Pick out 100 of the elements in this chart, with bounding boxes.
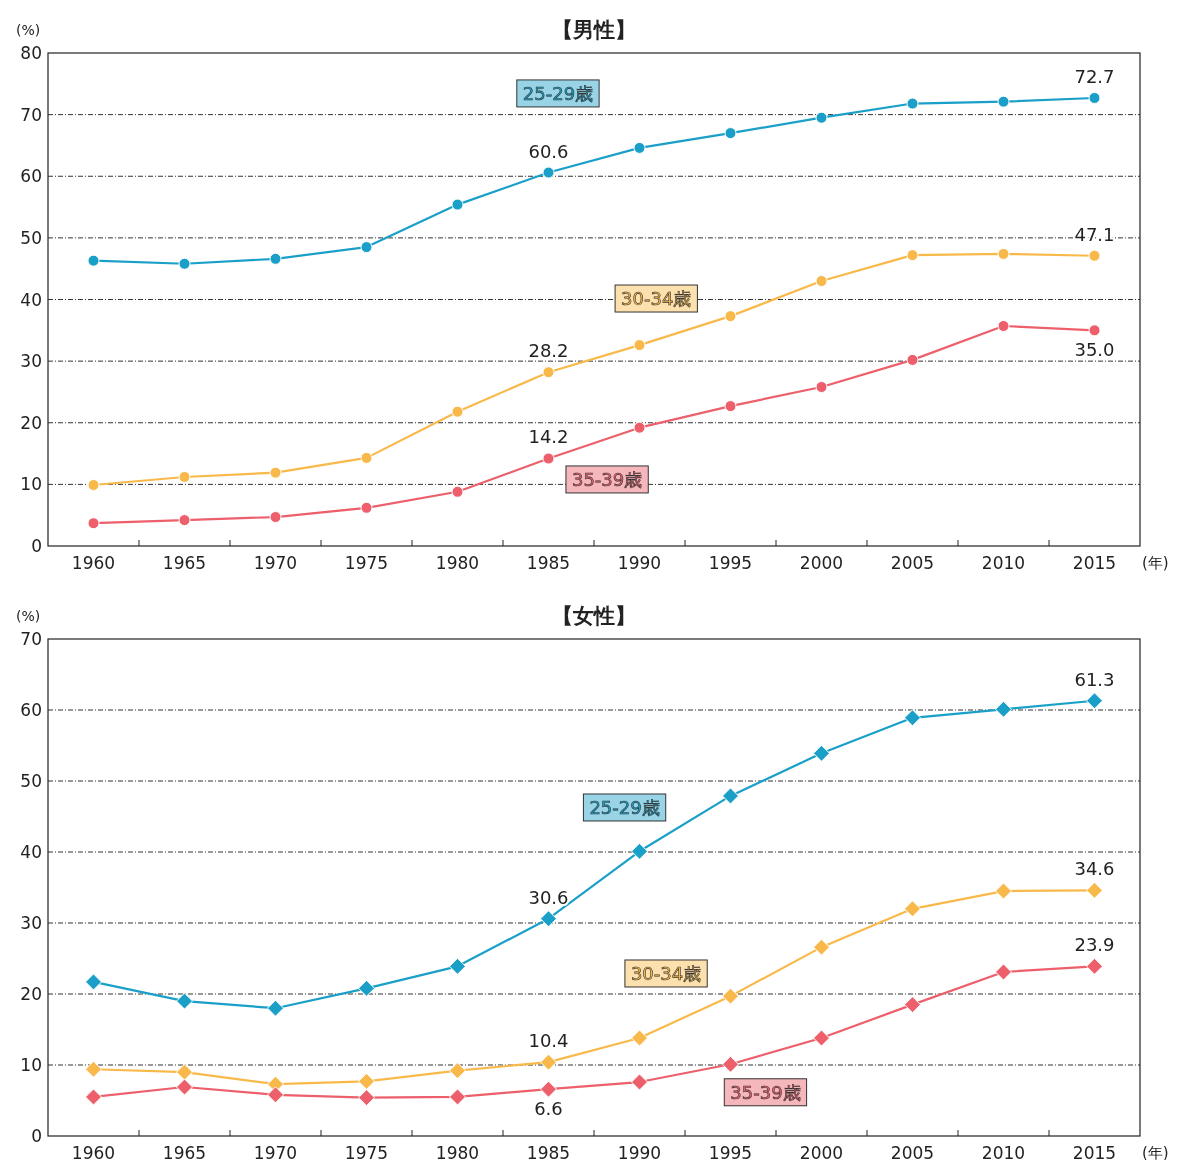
y-tick-label: 0 xyxy=(31,1126,42,1146)
point xyxy=(358,979,375,997)
point xyxy=(995,700,1012,718)
point xyxy=(631,1073,648,1091)
data-label: 72.7 xyxy=(1074,65,1115,87)
y-tick-label: 40 xyxy=(20,289,42,310)
x-tick-label: 1965 xyxy=(162,553,207,573)
point xyxy=(267,1086,284,1104)
y-axis-title: (%) xyxy=(16,608,41,624)
data-label: 14.2 xyxy=(528,426,569,448)
point xyxy=(360,241,373,254)
x-tick-label: 1960 xyxy=(71,553,116,573)
point xyxy=(995,882,1012,900)
point xyxy=(1088,324,1101,337)
point xyxy=(540,910,557,928)
point xyxy=(269,511,282,524)
point xyxy=(904,996,921,1014)
x-tick-label: 1970 xyxy=(253,1143,298,1160)
x-tick-label: 2000 xyxy=(799,1143,844,1160)
point xyxy=(633,421,646,434)
point xyxy=(176,992,193,1010)
point xyxy=(87,478,100,491)
point xyxy=(815,381,828,394)
point xyxy=(906,353,919,366)
point xyxy=(1088,91,1101,104)
point xyxy=(633,141,646,154)
point xyxy=(449,957,466,975)
x-tick-label: 2000 xyxy=(799,553,844,573)
data-label: 60.6 xyxy=(528,140,569,162)
point xyxy=(813,938,830,956)
y-tick-label: 50 xyxy=(20,771,42,791)
point xyxy=(724,400,737,413)
point xyxy=(997,320,1010,332)
x-tick-label: 1990 xyxy=(617,553,662,573)
y-tick-label: 30 xyxy=(20,913,42,933)
point xyxy=(360,501,373,514)
point xyxy=(178,470,191,483)
point xyxy=(906,249,919,262)
x-tick-label: 1985 xyxy=(526,553,571,573)
y-tick-label: 10 xyxy=(20,474,42,495)
y-tick-label: 10 xyxy=(20,1055,42,1075)
point xyxy=(904,709,921,727)
point xyxy=(451,485,464,498)
point xyxy=(904,900,921,918)
point xyxy=(1086,881,1103,899)
x-tick-label: 1980 xyxy=(435,1143,480,1160)
point xyxy=(85,1088,102,1106)
point xyxy=(722,1055,739,1073)
x-tick-label: 2005 xyxy=(890,1143,935,1160)
series-label: 35-39歳 xyxy=(571,468,643,490)
point xyxy=(451,198,464,211)
chart-title: 【女性】 xyxy=(552,604,636,628)
series-label: 25-29歳 xyxy=(589,796,660,818)
point xyxy=(85,973,102,991)
point xyxy=(724,127,737,140)
point xyxy=(269,466,282,479)
point xyxy=(631,1029,648,1047)
point xyxy=(631,842,648,860)
x-tick-label: 1990 xyxy=(617,1143,662,1160)
x-tick-label: 2015 xyxy=(1072,1143,1117,1160)
point xyxy=(724,310,737,323)
point xyxy=(815,275,828,288)
series-label: 35-39歳 xyxy=(730,1081,801,1103)
point xyxy=(1086,957,1103,975)
x-tick-label: 1975 xyxy=(344,553,389,573)
data-label: 34.6 xyxy=(1074,858,1115,880)
x-axis-title: (年) xyxy=(1142,554,1169,572)
point xyxy=(906,97,919,110)
y-tick-label: 70 xyxy=(20,104,42,125)
point xyxy=(269,252,282,265)
y-axis-title: (%) xyxy=(16,22,41,38)
point xyxy=(542,166,555,179)
point xyxy=(995,963,1012,981)
point xyxy=(540,1080,557,1098)
point xyxy=(1088,249,1101,262)
data-label: 10.4 xyxy=(528,1030,569,1052)
point xyxy=(85,1060,102,1078)
x-tick-label: 2010 xyxy=(981,1143,1026,1160)
point xyxy=(451,405,464,418)
y-tick-label: 60 xyxy=(20,700,42,720)
y-tick-label: 20 xyxy=(20,412,42,433)
data-label: 61.3 xyxy=(1074,668,1115,690)
y-tick-label: 40 xyxy=(20,842,42,862)
point xyxy=(178,257,191,270)
data-label: 30.6 xyxy=(528,886,569,908)
point xyxy=(813,1029,830,1047)
point xyxy=(542,366,555,379)
x-tick-label: 2010 xyxy=(981,553,1026,573)
series-label: 30-34歳 xyxy=(630,962,702,984)
point xyxy=(358,1072,375,1090)
y-tick-label: 30 xyxy=(20,351,42,372)
point xyxy=(722,987,739,1005)
point xyxy=(87,517,100,530)
y-tick-label: 80 xyxy=(20,43,42,63)
x-tick-label: 2005 xyxy=(890,553,935,573)
point xyxy=(178,514,191,527)
x-tick-label: 2015 xyxy=(1072,553,1117,573)
x-tick-label: 1970 xyxy=(253,553,298,573)
x-tick-label: 1985 xyxy=(526,1143,571,1160)
x-tick-label: 1975 xyxy=(344,1143,389,1160)
